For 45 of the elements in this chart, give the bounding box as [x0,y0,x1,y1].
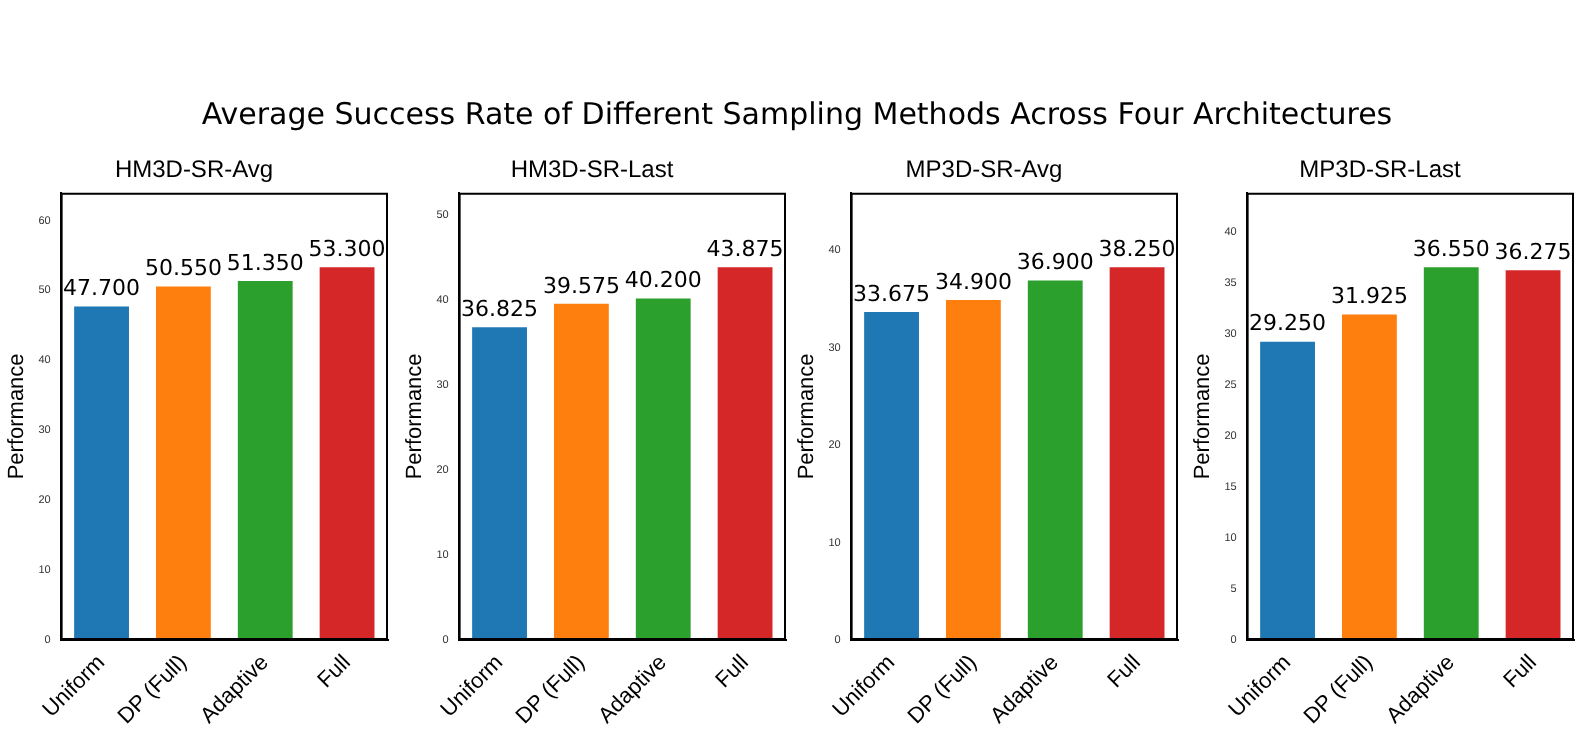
chart-title: MP3D-SR-Last [1299,155,1463,184]
bar [717,267,773,640]
bar [1505,270,1561,640]
bar [74,306,129,640]
bar [472,327,527,640]
bar [1027,280,1083,640]
y-axis-title: Performance [5,353,30,480]
x-tick-label: Full [711,650,754,693]
data-label: 31.925 [1330,283,1408,310]
data-label: 51.350 [226,249,304,276]
bar [864,311,919,640]
bar [155,286,211,640]
bar [319,267,375,640]
data-label: 43.875 [706,236,784,263]
x-tick-label: Full [313,650,356,693]
bar [1109,267,1165,640]
bar [1260,341,1315,640]
data-label: 38.250 [1098,236,1176,263]
bar [635,298,691,640]
data-label: 53.300 [308,236,386,263]
data-label: 36.900 [1016,249,1094,276]
bar [553,303,609,640]
data-label: 29.250 [1249,310,1327,337]
data-label: 36.550 [1412,236,1490,263]
data-label: 33.675 [853,280,931,307]
data-label: 50.550 [144,255,222,282]
x-tick-label: Full [1103,650,1146,693]
chart-title: HM3D-SR-Last [510,155,675,184]
data-label: 36.825 [461,295,539,322]
bar [1423,267,1479,640]
y-axis-title: Performance [795,353,820,480]
data-label: 40.200 [624,267,702,294]
y-axis-title: Performance [1191,353,1216,480]
chart-title: MP3D-SR-Avg [905,155,1063,184]
data-label: 39.575 [542,272,620,299]
bar [237,280,293,640]
bar [945,299,1001,640]
chart-title: HM3D-SR-Avg [114,155,274,184]
x-tick-label: Full [1499,650,1542,693]
text: Average Success Rate of Different Sampling Methods Across Four Architectures [199,96,1395,132]
data-label: 47.700 [63,275,141,302]
data-label: 34.900 [934,268,1012,295]
y-axis-title: Performance [403,353,428,480]
data-label: 36.275 [1494,238,1572,265]
bar [1341,314,1397,640]
